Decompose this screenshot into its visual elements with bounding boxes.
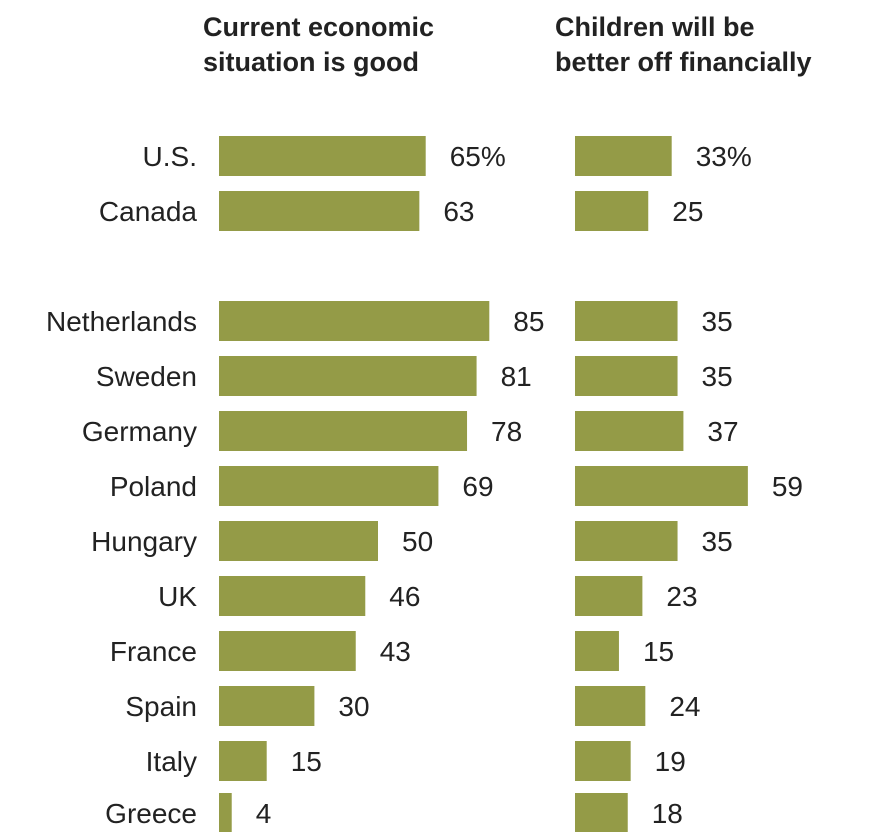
economy-bar-hungary (219, 521, 378, 561)
children-bar-uk (575, 576, 643, 616)
economy-value-france: 43 (380, 636, 411, 667)
children-bar-germany (575, 411, 684, 451)
children-value-france: 15 (643, 636, 674, 667)
economy-bar-uk (219, 576, 366, 616)
economy-bar-france (219, 631, 356, 671)
category-label-uk: UK (158, 581, 197, 612)
economy-value-spain: 30 (338, 691, 369, 722)
children-bar-u-s (575, 136, 672, 176)
children-bar-canada (575, 191, 649, 231)
children-bar-spain (575, 686, 646, 726)
children-bar-italy (575, 741, 631, 781)
children-value-hungary: 35 (702, 526, 733, 557)
category-label-sweden: Sweden (96, 361, 197, 392)
economy-value-italy: 15 (291, 746, 322, 777)
economy-bar-u-s (219, 136, 426, 176)
economy-bar-poland (219, 466, 439, 506)
economy-value-netherlands: 85 (513, 306, 544, 337)
category-label-poland: Poland (110, 471, 197, 502)
economy-value-poland: 69 (462, 471, 493, 502)
children-value-canada: 25 (672, 196, 703, 227)
economy-bar-greece (219, 793, 232, 832)
children-value-poland: 59 (772, 471, 803, 502)
category-label-germany: Germany (82, 416, 197, 447)
children-value-u-s: 33% (696, 141, 752, 172)
economy-bar-canada (219, 191, 420, 231)
children-value-italy: 19 (655, 746, 686, 777)
children-bar-france (575, 631, 619, 671)
economy-bar-italy (219, 741, 267, 781)
children-value-netherlands: 35 (702, 306, 733, 337)
category-label-canada: Canada (99, 196, 198, 227)
economy-bar-sweden (219, 356, 477, 396)
category-label-netherlands: Netherlands (46, 306, 197, 337)
children-bar-poland (575, 466, 748, 506)
category-label-hungary: Hungary (91, 526, 197, 557)
children-value-germany: 37 (707, 416, 738, 447)
economy-value-u-s: 65% (450, 141, 506, 172)
economy-value-canada: 63 (443, 196, 474, 227)
category-label-spain: Spain (125, 691, 197, 722)
children-value-spain: 24 (669, 691, 700, 722)
economy-value-greece: 4 (256, 798, 272, 829)
economy-bar-netherlands (219, 301, 490, 341)
category-label-italy: Italy (146, 746, 197, 777)
economy-value-uk: 46 (389, 581, 420, 612)
children-bar-sweden (575, 356, 678, 396)
children-bar-hungary (575, 521, 678, 561)
economy-value-sweden: 81 (501, 361, 532, 392)
economy-bar-spain (219, 686, 315, 726)
economy-value-hungary: 50 (402, 526, 433, 557)
left-panel-title: Current economic situation is good (203, 12, 435, 77)
economy-value-germany: 78 (491, 416, 522, 447)
economy-bar-germany (219, 411, 468, 451)
children-bar-netherlands (575, 301, 678, 341)
children-value-greece: 18 (652, 798, 683, 829)
category-label-greece: Greece (105, 798, 197, 829)
children-bar-greece (575, 793, 628, 832)
children-value-sweden: 35 (702, 361, 733, 392)
category-label-u-s: U.S. (143, 141, 197, 172)
children-value-uk: 23 (666, 581, 697, 612)
category-label-france: France (110, 636, 197, 667)
right-panel-title: Children will be better off financially (555, 12, 812, 77)
